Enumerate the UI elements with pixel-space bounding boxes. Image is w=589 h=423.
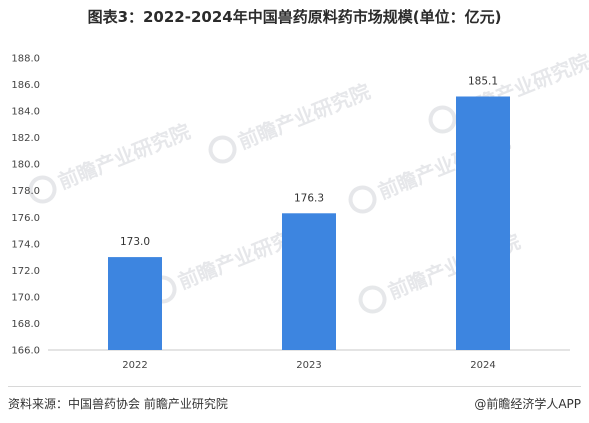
y-tick-label: 180.0 <box>11 160 40 171</box>
data-label-2024: 185.1 <box>468 75 498 87</box>
y-tick-label: 176.0 <box>11 213 40 224</box>
watermark-logo-icon <box>428 105 457 134</box>
footer-divider <box>8 386 581 387</box>
bar-2022 <box>108 257 162 350</box>
bar-2024 <box>456 96 510 350</box>
y-tick-label: 178.0 <box>11 186 40 197</box>
watermark-logo-icon <box>28 175 57 204</box>
y-tick-label: 172.0 <box>11 266 40 277</box>
x-tick-label-2022: 2022 <box>122 360 147 371</box>
y-tick-label: 170.0 <box>11 292 40 303</box>
y-tick-label: 168.0 <box>11 319 40 330</box>
source-note: 资料来源：中国兽药协会 前瞻产业研究院 <box>8 397 228 411</box>
y-tick-label: 174.0 <box>11 239 40 250</box>
credit-note: @前瞻经济学人APP <box>474 397 581 411</box>
y-tick-label: 166.0 <box>11 346 40 357</box>
x-tick-label-2023: 2023 <box>296 360 321 371</box>
bar-2023 <box>282 213 336 350</box>
watermark-logo-icon <box>348 185 377 214</box>
watermark-text: 前瞻产业研究院 <box>55 119 194 194</box>
chart-title: 图表3：2022-2024年中国兽药原料药市场规模(单位：亿元) <box>87 8 502 26</box>
x-tick-label-2024: 2024 <box>470 360 495 371</box>
watermark-1: 前瞻产业研究院 <box>28 119 194 204</box>
watermark-logo-icon <box>358 285 387 314</box>
data-label-2023: 176.3 <box>294 192 324 204</box>
y-tick-label: 186.0 <box>11 80 40 91</box>
y-tick-label: 188.0 <box>11 54 40 65</box>
y-tick-label: 184.0 <box>11 107 40 118</box>
watermark-text: 前瞻产业研究院 <box>235 79 374 154</box>
watermark-2: 前瞻产业研究院 <box>208 79 374 164</box>
data-label-2022: 173.0 <box>120 236 150 248</box>
y-tick-label: 182.0 <box>11 133 40 144</box>
watermark-logo-icon <box>208 135 237 164</box>
